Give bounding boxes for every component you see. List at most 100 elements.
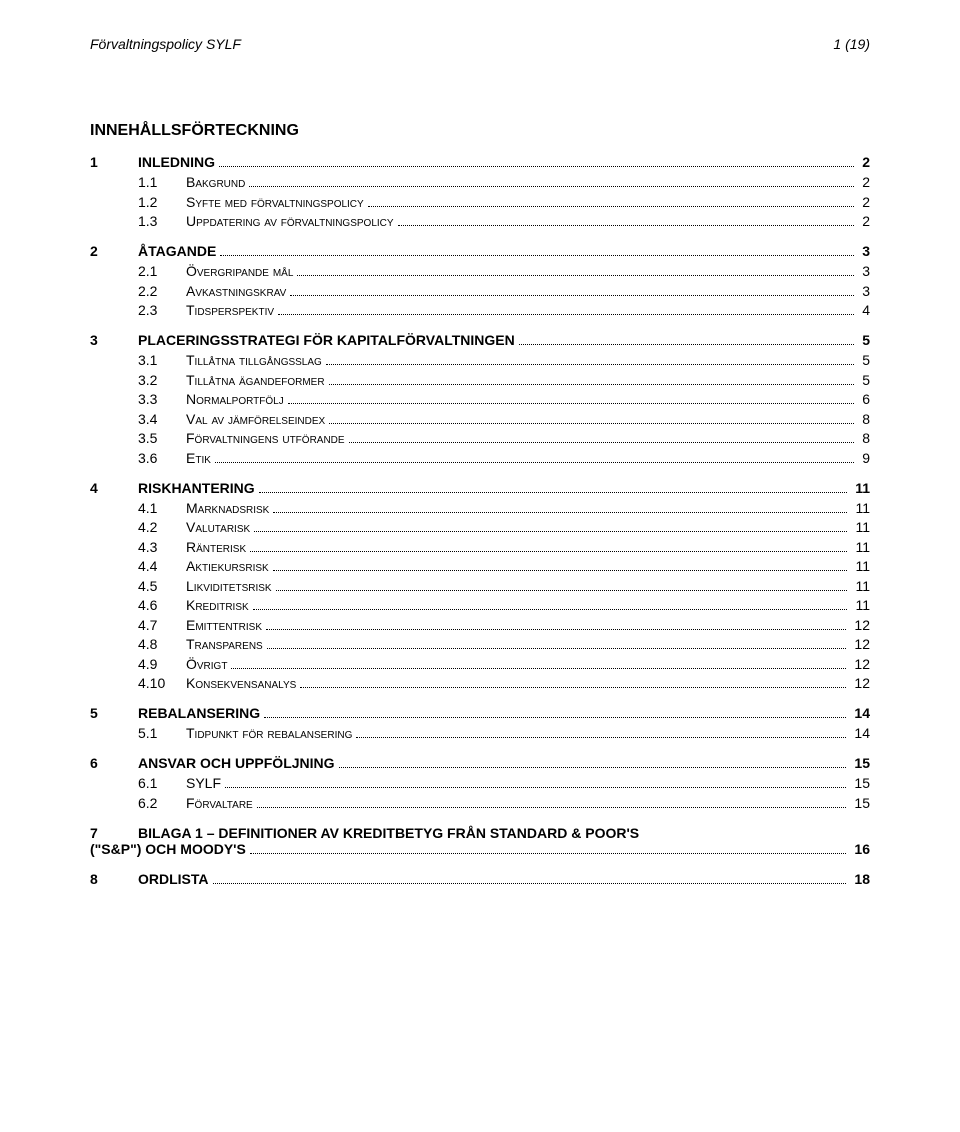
- toc-leader-dots: [254, 521, 847, 532]
- toc-entry-number: 1: [90, 154, 138, 170]
- toc-entry: 1.1Bakgrund2: [90, 174, 870, 190]
- toc-entry-page: 11: [851, 500, 870, 516]
- toc-entry: 1INLEDNING 2: [90, 154, 870, 170]
- toc-entry-page: 3: [858, 283, 870, 299]
- toc-entry-page: 12: [850, 636, 870, 652]
- toc-entry-label: Förvaltningens utförande: [186, 430, 345, 446]
- toc-entry: 3.2Tillåtna ägandeformer5: [90, 372, 870, 388]
- toc-entry-page: 4: [858, 302, 870, 318]
- toc-leader-dots: [219, 156, 854, 167]
- toc-entry: 3.6Etik9: [90, 450, 870, 466]
- toc-entry-page: 11: [851, 597, 870, 613]
- toc-entry-page: 18: [850, 871, 870, 887]
- toc-entry: 4.5Likviditetsrisk11: [90, 578, 870, 594]
- toc-entry-label: Bakgrund: [186, 174, 245, 190]
- toc-entry-label: RISKHANTERING: [138, 480, 255, 496]
- toc-entry: 2.2Avkastningskrav3: [90, 283, 870, 299]
- toc-entry-label: Etik: [186, 450, 211, 466]
- toc-entry-number: 1.1: [138, 174, 186, 190]
- toc-entry-label: Emittentrisk: [186, 617, 262, 633]
- toc-entry: 4.4Aktiekursrisk11: [90, 558, 870, 574]
- toc-entry-number: 3.1: [138, 352, 186, 368]
- toc-entry-label: ORDLISTA: [138, 871, 209, 887]
- toc-leader-dots: [398, 215, 855, 226]
- toc-entry-label: PLACERINGSSTRATEGI FÖR KAPITALFÖRVALTNIN…: [138, 332, 515, 348]
- toc-entry: 6ANSVAR OCH UPPFÖLJNING15: [90, 755, 870, 771]
- toc-entry: 3PLACERINGSSTRATEGI FÖR KAPITALFÖRVALTNI…: [90, 332, 870, 348]
- toc-leader-dots: [276, 579, 848, 590]
- toc-entry-label: Ränterisk: [186, 539, 246, 555]
- toc-leader-dots: [339, 757, 847, 768]
- toc-leader-dots: [519, 334, 855, 345]
- toc-entry-page: 5: [858, 352, 870, 368]
- toc-leader-dots: [250, 842, 847, 853]
- toc-entry: 4.6Kreditrisk11: [90, 597, 870, 613]
- toc-entry-number: 1.2: [138, 194, 186, 210]
- toc-entry-page: 11: [851, 539, 870, 555]
- toc-entry-number: 6: [90, 755, 138, 771]
- toc-entry-number: 4.7: [138, 617, 186, 633]
- toc-entry-label: REBALANSERING: [138, 705, 260, 721]
- toc-entry-number: 3.2: [138, 372, 186, 388]
- toc-leader-dots: [329, 412, 854, 423]
- toc-entry-page: 3: [858, 243, 870, 259]
- toc-entry-page: 9: [858, 450, 870, 466]
- toc-entry-page: 8: [858, 411, 870, 427]
- header-left: Förvaltningspolicy SYLF: [90, 36, 241, 52]
- toc-entry-label: Aktiekursrisk: [186, 558, 269, 574]
- toc-entry-label: Likviditetsrisk: [186, 578, 272, 594]
- toc-leader-dots: [215, 451, 854, 462]
- toc-entry-label: SYLF: [186, 775, 221, 791]
- toc-entry: 7BILAGA 1 – DEFINITIONER AV KREDITBETYG …: [90, 825, 870, 857]
- toc-entry-number: 8: [90, 871, 138, 887]
- toc-entry-number: 3.3: [138, 391, 186, 407]
- toc-entry: 4.2Valutarisk11: [90, 519, 870, 535]
- toc-entry-number: 4.8: [138, 636, 186, 652]
- toc-entry-label: Förvaltare: [186, 795, 253, 811]
- toc-leader-dots: [278, 304, 854, 315]
- toc-leader-dots: [267, 638, 847, 649]
- toc-leader-dots: [297, 265, 854, 276]
- toc-entry-number: 2.1: [138, 263, 186, 279]
- toc-entry-label: Normalportfölj: [186, 391, 284, 407]
- toc-entry-page: 12: [850, 656, 870, 672]
- toc-entry: 6.1SYLF15: [90, 775, 870, 791]
- toc-entry-page: 11: [851, 519, 870, 535]
- toc-entry-number: 2: [90, 243, 138, 259]
- toc-leader-dots: [273, 501, 847, 512]
- toc-entry-number: 4.4: [138, 558, 186, 574]
- toc-entry-page: 14: [850, 705, 870, 721]
- toc-entry-number: 4.6: [138, 597, 186, 613]
- toc-entry-label: INLEDNING: [138, 154, 215, 170]
- toc-entry-label: ("S&P") OCH MOODY'S: [90, 841, 246, 857]
- toc-leader-dots: [356, 727, 846, 738]
- toc-entry-label: BILAGA 1 – DEFINITIONER AV KREDITBETYG F…: [138, 825, 639, 841]
- toc-entry-page: 15: [850, 795, 870, 811]
- toc-entry-label: Val av jämförelseindex: [186, 411, 325, 427]
- toc-entry-page: 3: [858, 263, 870, 279]
- toc-entry-label: Tillåtna tillgångsslag: [186, 352, 322, 368]
- toc-entry-label: Tidsperspektiv: [186, 302, 274, 318]
- toc-entry-number: 4.10: [138, 675, 186, 691]
- toc-entry-number: 5.1: [138, 725, 186, 741]
- toc-entry-page: 2: [858, 154, 870, 170]
- toc-entry-page: 2: [858, 194, 870, 210]
- toc-leader-dots: [349, 432, 855, 443]
- toc-entry-number: 3.4: [138, 411, 186, 427]
- toc-leader-dots: [253, 599, 848, 610]
- toc-entry-label: Avkastningskrav: [186, 283, 286, 299]
- toc-entry-label: Konsekvensanalys: [186, 675, 296, 691]
- toc-leader-dots: [288, 393, 854, 404]
- toc-entry-number: 4.9: [138, 656, 186, 672]
- toc-entry-number: 4.1: [138, 500, 186, 516]
- toc-leader-dots: [213, 872, 847, 883]
- toc-entry-page: 5: [858, 372, 870, 388]
- toc-entry-page: 16: [850, 841, 870, 857]
- toc-entry: 6.2Förvaltare15: [90, 795, 870, 811]
- toc-entry: 2.1Övergripande mål3: [90, 263, 870, 279]
- toc-entry: 3.1Tillåtna tillgångsslag 5: [90, 352, 870, 368]
- toc-entry-page: 12: [850, 675, 870, 691]
- toc-entry-page: 6: [858, 391, 870, 407]
- toc-entry: 4RISKHANTERING11: [90, 480, 870, 496]
- toc-entry-page: 15: [850, 755, 870, 771]
